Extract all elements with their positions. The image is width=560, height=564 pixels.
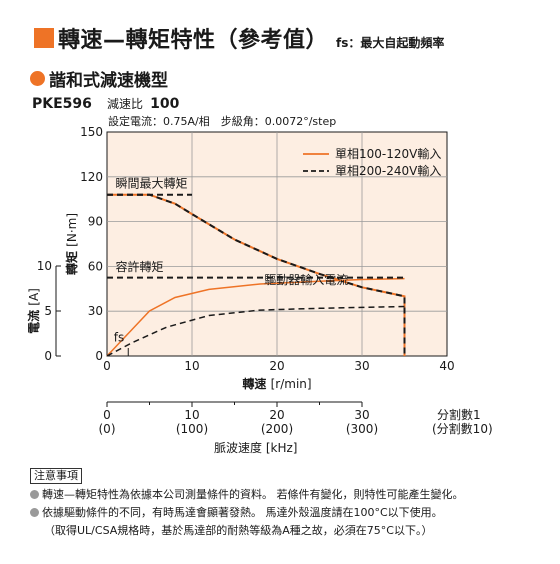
torque-axis-label-text: 轉矩 — [64, 247, 79, 275]
current-tick-label: 5 — [44, 304, 52, 318]
annotation-label: 驅動器輸入電流 — [264, 272, 348, 287]
current-tick-label: 10 — [37, 259, 52, 273]
title-square-icon — [34, 28, 54, 48]
series-layer — [106, 193, 406, 357]
pulse-tick-label: 0 — [103, 408, 111, 422]
x-axis-unit: [r/min] — [271, 377, 312, 391]
current-tick-label: 0 — [44, 349, 52, 363]
pulse-tick-label-div10: (200) — [261, 422, 293, 436]
note-item: 依據驅動條件的不同，有時馬達會顯著發熱。 馬達外殼溫度請在100°C以下使用。 — [30, 504, 464, 522]
y-tick-label: 0 — [95, 349, 103, 363]
current-axis-label-text: 電流 — [26, 306, 41, 334]
pulse-tick-label-div10: (0) — [99, 422, 116, 436]
y-tick-label: 150 — [80, 125, 103, 139]
notes-section: 注意事項 轉速—轉矩特性為依據本公司測量條件的資料。 若條件有變化，則特性可能產… — [30, 467, 464, 540]
pulse-div10-label: (分割數10) — [432, 421, 493, 436]
x-tick-label: 10 — [184, 359, 199, 373]
grid-lines — [107, 132, 447, 356]
model-info: PKE596 減速比 100 — [32, 93, 179, 112]
pulse-axis: 0(0) 10(100) 20(200) 30(300) 分割數1(分割數10) 脈波速度… — [99, 401, 493, 455]
annotation-label: 瞬間最大轉矩 — [116, 176, 188, 190]
settings-text: 設定電流：0.75A/相 步級角：0.0072°/step — [108, 115, 337, 128]
bullet-icon — [30, 508, 39, 517]
pulse-tick-label: 10 — [184, 408, 199, 422]
series-line-2 — [106, 277, 405, 357]
page-title: 轉速—轉矩特性（參考值） fs：最大自起動頻率 — [34, 22, 444, 54]
note-text: 轉速—轉矩特性為依據本公司測量條件的資料。 若條件有變化，則特性可能產生變化。 — [42, 488, 464, 501]
pulse-tick-label: 30 — [354, 408, 369, 422]
section-header: 諧和式減速機型 — [30, 66, 168, 91]
pulse-axis-label-text: 脈波速度 — [214, 440, 266, 455]
torque-chart: 0 10 20 30 40 0 30 60 90 120 150 轉速 [r/min] 轉矩 [N·m]… — [26, 125, 493, 455]
x-tick-label: 0 — [103, 359, 111, 373]
pulse-tick-label: 20 — [269, 408, 284, 422]
chart-subtitle: fs：最大自起動頻率 — [336, 36, 445, 50]
gear-ratio-value: 100 — [150, 96, 180, 112]
axes: 0 10 20 30 40 0 30 60 90 120 150 轉速 [r/min] 轉矩 [N·m]… — [26, 125, 455, 391]
pulse-tick-label-div10: (100) — [176, 422, 208, 436]
section-title: 諧和式減速機型 — [49, 71, 168, 91]
chart-title: 轉速—轉矩特性（參考值） — [58, 28, 329, 53]
model-name: PKE596 — [32, 96, 92, 112]
x-tick-label: 40 — [439, 359, 454, 373]
pulse-tick-label-div10: (300) — [346, 422, 378, 436]
legend-label: 單相200-240V輸入 — [335, 163, 441, 178]
note-indent-text: （取得UL/CSA規格時，基於馬達部的耐熱等級為A種之故，必須在75°C以下。） — [44, 524, 433, 537]
current-axis-unit: [A] — [27, 288, 41, 306]
gear-ratio-label: 減速比 — [107, 97, 144, 111]
y-tick-label: 60 — [88, 259, 103, 273]
pulse-axis-label: 脈波速度 [kHz] — [214, 440, 297, 455]
note-text: 依據驅動條件的不同，有時馬達會顯著發熱。 馬達外殼溫度請在100°C以下使用。 — [42, 506, 443, 519]
series-line-1 — [107, 193, 406, 356]
notes-title: 注意事項 — [30, 468, 82, 484]
y-tick-label: 90 — [88, 215, 103, 229]
fs-label: fs — [114, 331, 124, 345]
x-tick-label: 20 — [269, 359, 284, 373]
x-tick-label: 30 — [354, 359, 369, 373]
bullet-dot-icon — [30, 71, 45, 86]
torque-axis-label: 轉矩 [N·m] — [64, 213, 79, 275]
y-tick-label: 30 — [88, 304, 103, 318]
bullet-icon — [30, 490, 39, 499]
x-axis-label-text: 轉速 — [242, 376, 270, 391]
series-line-3 — [106, 305, 405, 357]
torque-axis-unit: [N·m] — [65, 213, 79, 247]
y-tick-label: 120 — [80, 170, 103, 184]
x-axis-label: 轉速 [r/min] — [242, 376, 311, 391]
pulse-div1-label: 分割數1 — [437, 407, 481, 422]
legend-label: 單相100-120V輸入 — [335, 146, 441, 161]
annotation-label: 容許轉矩 — [116, 259, 164, 274]
note-item: 轉速—轉矩特性為依據本公司測量條件的資料。 若條件有變化，則特性可能產生變化。 — [30, 486, 464, 504]
pulse-axis-unit: [kHz] — [266, 441, 298, 455]
current-axis-label: 電流 [A] — [26, 288, 41, 334]
